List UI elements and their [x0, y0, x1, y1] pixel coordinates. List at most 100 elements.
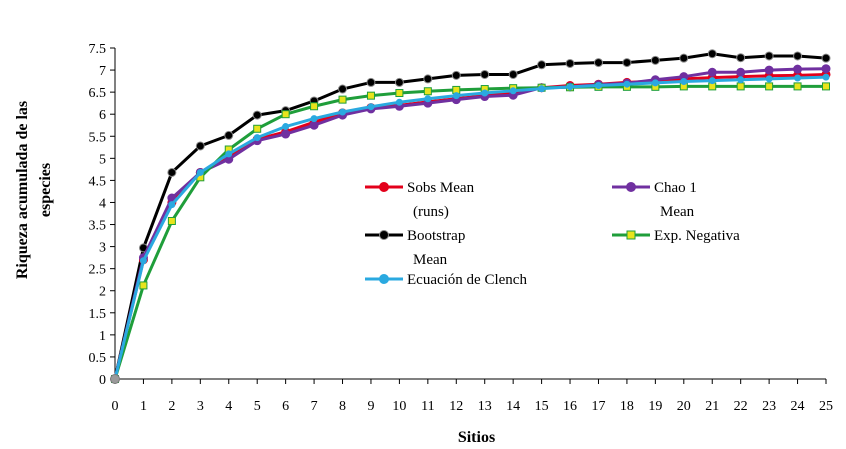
legend-entry-bootstrap-mean: Bootstrap Mean: [365, 228, 465, 268]
data-point: [366, 77, 376, 87]
y-tick-label: 1.5: [89, 307, 107, 322]
y-axis-title-line: Riqueza acumulada de las: [14, 101, 31, 279]
data-point: [793, 64, 803, 74]
data-point: [195, 141, 205, 151]
origin-point: [110, 374, 120, 384]
data-point: [509, 87, 517, 95]
x-tick-label: 19: [648, 399, 662, 414]
legend-marker: [626, 230, 636, 240]
data-point: [224, 130, 234, 140]
x-tick-label: 23: [762, 399, 776, 414]
series-ecuaci-n-de-clench: [111, 73, 830, 383]
series-line: [113, 75, 827, 380]
data-point: [338, 95, 347, 104]
data-point: [707, 67, 717, 77]
y-tick-label: 0: [99, 373, 106, 388]
data-point: [794, 74, 802, 82]
data-point: [139, 281, 148, 290]
data-point: [168, 201, 176, 209]
x-tick-label: 10: [392, 399, 406, 414]
y-tick-label: 1: [99, 329, 106, 344]
legend-entry-sobs-mean-runs-: Sobs Mean (runs): [365, 180, 475, 220]
x-tick-label: 21: [705, 399, 719, 414]
data-point: [196, 168, 204, 176]
data-point: [622, 58, 632, 68]
data-point: [139, 257, 147, 265]
x-tick-label: 6: [282, 399, 289, 414]
data-point: [339, 108, 347, 116]
y-axis-title-line: especies: [37, 163, 54, 217]
legend-entry-chao-1-mean: Chao 1 Mean: [612, 180, 697, 220]
data-point: [310, 102, 319, 111]
y-tick-label: 5: [99, 152, 106, 167]
data-point: [566, 83, 574, 91]
data-point: [225, 150, 233, 158]
data-point: [737, 76, 745, 84]
series-layer: [110, 49, 831, 384]
data-point: [167, 217, 176, 226]
x-tick-label: 9: [367, 399, 374, 414]
data-point: [764, 65, 774, 75]
data-point: [650, 55, 660, 65]
data-point: [651, 79, 659, 87]
data-point: [167, 167, 177, 177]
data-point: [451, 70, 461, 80]
legend-label: Chao 1: [654, 180, 697, 196]
y-tick-label: 4.5: [89, 174, 107, 189]
data-point: [708, 77, 716, 85]
legend-entry-exp-negativa: Exp. Negativa: [612, 228, 740, 244]
y-axis-title: Riqueza acumulada de las especies: [14, 101, 54, 279]
y-tick-label: 7.5: [89, 42, 107, 57]
data-point: [252, 110, 262, 120]
x-axis-title: Sitios: [458, 429, 495, 446]
x-tick-label: 20: [677, 399, 691, 414]
data-point: [310, 115, 318, 123]
y-tick-label: 2: [99, 285, 106, 300]
legend-marker: [379, 182, 389, 192]
legend-label: Sobs Mean: [407, 180, 475, 196]
series-line: [113, 72, 827, 380]
data-point: [679, 53, 689, 63]
data-point: [623, 80, 631, 88]
data-point: [367, 103, 375, 111]
y-tick-label: 4: [99, 196, 106, 211]
x-tick-label: 17: [591, 399, 605, 414]
data-point: [282, 123, 290, 131]
legend-label: Mean: [413, 252, 448, 268]
x-tick-label: 5: [254, 399, 261, 414]
x-tick-label: 1: [140, 399, 147, 414]
series-line: [113, 84, 826, 380]
data-point: [594, 82, 602, 90]
x-tick-label: 8: [339, 399, 346, 414]
x-tick-label: 4: [225, 399, 232, 414]
x-tick-label: 3: [197, 399, 204, 414]
legend-label: Mean: [660, 204, 695, 220]
data-point: [736, 82, 745, 91]
data-point: [480, 69, 490, 79]
y-tick-label: 3: [99, 241, 106, 256]
y-tick-label: 3.5: [89, 219, 107, 234]
x-tick-label: 24: [791, 399, 805, 414]
data-point: [281, 129, 291, 139]
x-tick-label: 14: [506, 399, 520, 414]
data-point: [537, 60, 547, 70]
x-tick-label: 0: [112, 399, 119, 414]
x-tick-label: 11: [421, 399, 434, 414]
data-point: [736, 67, 746, 77]
data-point: [338, 84, 348, 94]
y-tick-label: 6.5: [89, 86, 107, 101]
data-point: [764, 51, 774, 61]
x-tick-label: 18: [620, 399, 634, 414]
data-point: [452, 92, 460, 100]
data-point: [793, 51, 803, 61]
y-tick-label: 0.5: [89, 351, 107, 366]
legend-label: Bootstrap: [407, 228, 465, 244]
series-bootstrap-mean: [110, 49, 831, 384]
data-point: [765, 82, 774, 91]
x-tick-label: 15: [535, 399, 549, 414]
x-tick-label: 12: [449, 399, 463, 414]
series-exp-negativa: [111, 82, 830, 383]
legend-entry-ecuaci-n-de-clench: Ecuación de Clench: [365, 272, 527, 288]
x-tick-label: 7: [311, 399, 318, 414]
